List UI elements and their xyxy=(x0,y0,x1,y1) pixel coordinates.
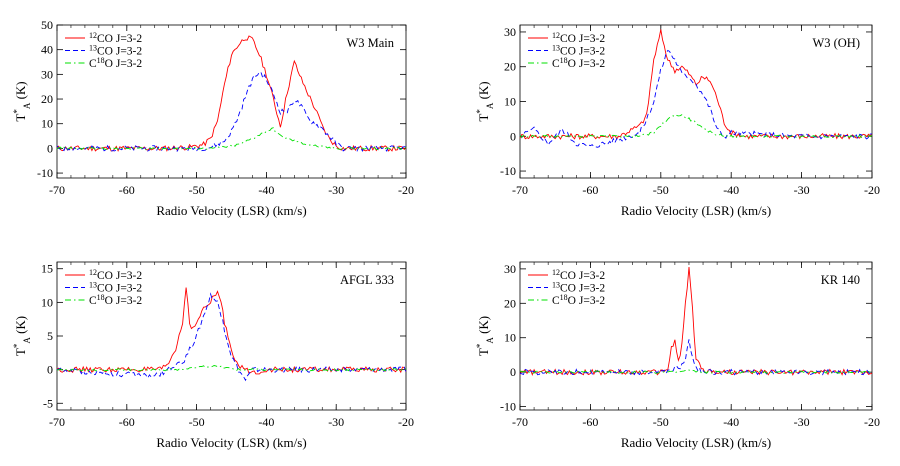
legend-label: C18O J=3-2 xyxy=(552,293,605,308)
legend-label: 13CO J=3-2 xyxy=(552,43,605,58)
y-tick-label: 0 xyxy=(47,141,53,155)
x-tick-label: -40 xyxy=(723,415,739,429)
x-tick-label: -30 xyxy=(328,183,344,197)
y-tick-label: 40 xyxy=(41,43,53,57)
panel-title: W3 Main xyxy=(346,36,394,50)
x-tick-label: -40 xyxy=(723,183,739,197)
chart-panel-4: -70 -60 -50 -40 -30 -20 -10 0 10 20 30 Radio Veloci… xyxy=(475,261,880,450)
y-axis-title: T*A (K) xyxy=(475,81,495,121)
legend-label: 12CO J=3-2 xyxy=(552,268,605,283)
legend-label: C18O J=3-2 xyxy=(89,293,142,308)
legend-label: 13CO J=3-2 xyxy=(89,43,142,58)
x-tick-label: -50 xyxy=(189,183,205,197)
x-tick-label: -70 xyxy=(512,183,528,197)
y-axis-title: T*A (K) xyxy=(475,316,495,356)
x-tick-label: -60 xyxy=(119,183,135,197)
x-tick-label: -30 xyxy=(794,415,810,429)
y-tick-label: 10 xyxy=(41,117,53,131)
x-tick-label: -20 xyxy=(398,183,414,197)
y-axis-title: T*A (K) xyxy=(12,316,32,356)
x-tick-label: -50 xyxy=(653,415,669,429)
x-tick-label: -60 xyxy=(119,415,135,429)
y-tick-label: 10 xyxy=(504,331,516,345)
panel-title: KR 140 xyxy=(821,273,860,287)
series-line-2 xyxy=(519,339,873,376)
y-tick-label: 20 xyxy=(504,296,516,310)
plot-frame xyxy=(519,261,873,411)
x-tick-label: -30 xyxy=(794,183,810,197)
y-tick-label: 0 xyxy=(510,365,516,379)
x-tick-label: -20 xyxy=(398,415,414,429)
y-tick-label: -10 xyxy=(500,164,516,178)
series-line-3 xyxy=(56,127,407,151)
y-tick-label: 15 xyxy=(41,262,53,276)
y-tick-label: 30 xyxy=(41,67,53,81)
y-tick-label: -10 xyxy=(500,400,516,414)
y-tick-label: 10 xyxy=(41,295,53,309)
x-axis-title: Radio Velocity (LSR) (km/s) xyxy=(156,203,306,218)
y-tick-label: 0 xyxy=(510,129,516,143)
y-tick-label: 5 xyxy=(47,329,53,343)
y-tick-label: -5 xyxy=(43,396,53,410)
x-tick-label: -70 xyxy=(512,415,528,429)
chart-panel-1: -70 -60 -50 -40 -30 -20 -10 0 10 20 30 40 50 Radio Ve… xyxy=(12,18,414,218)
panel-title: AFGL 333 xyxy=(340,273,394,287)
series-line-3 xyxy=(56,365,407,372)
x-tick-label: -60 xyxy=(582,415,598,429)
legend-label: 13CO J=3-2 xyxy=(89,280,142,295)
x-axis-title: Radio Velocity (LSR) (km/s) xyxy=(156,435,306,450)
x-tick-label: -40 xyxy=(258,415,274,429)
series-line-1 xyxy=(56,287,407,375)
plot-frame xyxy=(56,24,407,179)
x-tick-label: -40 xyxy=(258,183,274,197)
y-tick-label: 0 xyxy=(47,363,53,377)
x-tick-label: -50 xyxy=(653,183,669,197)
y-tick-label: 50 xyxy=(41,18,53,32)
legend-label: 12CO J=3-2 xyxy=(552,31,605,46)
y-tick-label: 10 xyxy=(504,95,516,109)
legend-label: C18O J=3-2 xyxy=(552,56,605,71)
chart-panel-2: -70 -60 -50 -40 -30 -20 -10 0 10 20 30 Radio Veloci… xyxy=(475,24,880,218)
y-tick-label: 20 xyxy=(41,92,53,106)
x-tick-label: -20 xyxy=(864,415,880,429)
x-tick-label: -50 xyxy=(189,415,205,429)
y-tick-label: 30 xyxy=(504,262,516,276)
series-line-3 xyxy=(519,369,873,374)
y-tick-label: 30 xyxy=(504,25,516,39)
legend-label: 12CO J=3-2 xyxy=(89,268,142,283)
y-axis-title: T*A (K) xyxy=(12,81,32,121)
x-tick-label: -70 xyxy=(49,183,65,197)
legend-label: C18O J=3-2 xyxy=(89,56,142,71)
y-tick-label: -10 xyxy=(37,166,53,180)
legend-label: 12CO J=3-2 xyxy=(89,31,142,46)
x-tick-label: -70 xyxy=(49,415,65,429)
panel-title: W3 (OH) xyxy=(812,36,860,50)
series-line-3 xyxy=(519,114,873,139)
x-tick-label: -20 xyxy=(864,183,880,197)
x-tick-label: -60 xyxy=(582,183,598,197)
series-line-2 xyxy=(56,71,407,152)
y-tick-label: 20 xyxy=(504,60,516,74)
x-axis-title: Radio Velocity (LSR) (km/s) xyxy=(621,203,771,218)
series-line-2 xyxy=(519,49,873,148)
x-tick-label: -30 xyxy=(328,415,344,429)
legend-label: 13CO J=3-2 xyxy=(552,280,605,295)
x-axis-title: Radio Velocity (LSR) (km/s) xyxy=(621,435,771,450)
